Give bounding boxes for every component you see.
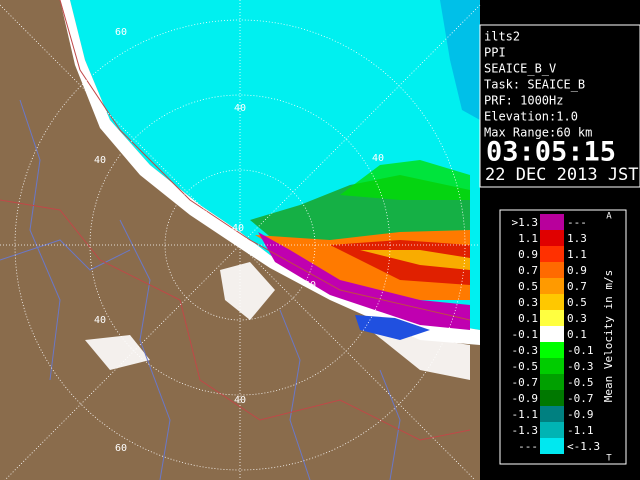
legend-right-label: -0.7: [567, 392, 594, 405]
legend-left-label: -0.3: [512, 344, 539, 357]
ring-label: 60: [115, 443, 127, 454]
snow-patch: [370, 330, 470, 380]
legend-left-label: 0.9: [518, 248, 538, 261]
legend-left-label: 0.1: [518, 312, 538, 325]
legend-right-label: 1.1: [567, 248, 587, 261]
legend-right-label: 1.3: [567, 232, 587, 245]
river: [0, 239, 131, 271]
legend-swatch: [540, 326, 564, 342]
legend-swatch: [540, 358, 564, 374]
echo-blue: [355, 315, 430, 340]
legend-right-label: -0.3: [567, 360, 594, 373]
legend-left-label: -0.7: [512, 376, 539, 389]
rivers: [0, 99, 401, 480]
info-line: SEAICE_B_V: [484, 62, 556, 76]
legend-left-label: -0.1: [512, 328, 539, 341]
river: [19, 99, 61, 381]
date: 22 DEC 2013 JST: [485, 165, 639, 185]
legend-right-label: ---: [567, 216, 587, 229]
echo-green: [340, 160, 470, 200]
legend-left-label: -1.3: [512, 424, 539, 437]
legend-swatch: [540, 310, 564, 326]
river: [379, 369, 401, 480]
legend-left-label: 1.1: [518, 232, 538, 245]
ring-labels: 60 40 40 40 40 40 40 40 60: [94, 27, 384, 454]
legend-right-label: 0.1: [567, 328, 587, 341]
snow-patch: [220, 262, 275, 320]
ring-label: 60: [115, 27, 127, 38]
legend-left-label: -0.9: [512, 392, 539, 405]
ring-label: 40: [372, 153, 384, 164]
legend-swatch: [540, 294, 564, 310]
legend-swatch: [540, 374, 564, 390]
legend-swatch: [540, 278, 564, 294]
legend-left-label: -1.1: [512, 408, 539, 421]
info: ilts2 PPI SEAICE_B_V Task: SEAICE_B PRF: 100…: [484, 30, 592, 140]
time: 03:05:15: [486, 137, 616, 168]
river: [119, 219, 171, 480]
ring-label: 40: [304, 280, 316, 291]
legend-swatch: [540, 246, 564, 262]
echo-magenta: [258, 232, 470, 330]
range-rings: [0, 0, 481, 480]
info-line: Max Range:60 km: [484, 126, 592, 140]
legend-left-label: 0.5: [518, 280, 538, 293]
legend-swatch: [540, 406, 564, 422]
legend-left-label: 0.3: [518, 296, 538, 309]
legend-right-label: -0.5: [567, 376, 594, 389]
legend-corner: T: [606, 454, 612, 464]
ring-label: 40: [94, 315, 106, 326]
sea-shade: [440, 0, 480, 120]
legend-right-label: -0.9: [567, 408, 594, 421]
echo-yellow: [360, 250, 470, 270]
legend-swatch: [540, 262, 564, 278]
legend-corner: A: [606, 212, 612, 222]
legend-right-label: 0.9: [567, 264, 587, 277]
legend-swatch: [540, 214, 564, 230]
river: [279, 309, 311, 480]
borders: [0, 0, 471, 441]
legend-right-label: 0.7: [567, 280, 587, 293]
ring-label: 40: [232, 223, 244, 234]
ring-label: 40: [234, 103, 246, 114]
legend-left-label: >1.3: [512, 216, 539, 229]
info-line: ilts2: [484, 30, 520, 44]
border: [59, 0, 471, 321]
ring-label: 40: [94, 155, 106, 166]
info-line: Task: SEAICE_B: [484, 78, 585, 92]
legend-right-label: -1.1: [567, 424, 594, 437]
legend-swatch: [540, 438, 564, 454]
legend-left-label: -0.5: [512, 360, 539, 373]
legend-right-label: 0.3: [567, 312, 587, 325]
info-panel: [479, 24, 640, 188]
snow-patch: [85, 335, 150, 370]
legend-swatch: [540, 342, 564, 358]
legend-swatch: [540, 390, 564, 406]
info-line: PPI: [484, 46, 506, 60]
legend-title: Mean Velocity in m/s: [602, 270, 615, 402]
legend-swatch: [540, 230, 564, 246]
legend-right-label: -0.1: [567, 344, 594, 357]
info-line: PRF: 1000Hz: [484, 94, 563, 108]
ring-label: 40: [234, 395, 246, 406]
legend-left-label: 0.7: [518, 264, 538, 277]
legend-swatch: [540, 422, 564, 438]
spoke: [4, 4, 481, 480]
legend-right-label: 0.5: [567, 296, 587, 309]
legend-right-label: <-1.3: [567, 440, 600, 453]
info-line: Elevation:1.0: [484, 110, 578, 124]
coast-snow: [60, 0, 480, 345]
legend: >1.3 --- 1.1 1.3 0.9 1.1 0.7 0.9 0.5 0.7 0.3 0.5 0.1…: [512, 214, 600, 454]
legend-left-label: ---: [518, 440, 538, 453]
border: [0, 199, 471, 441]
